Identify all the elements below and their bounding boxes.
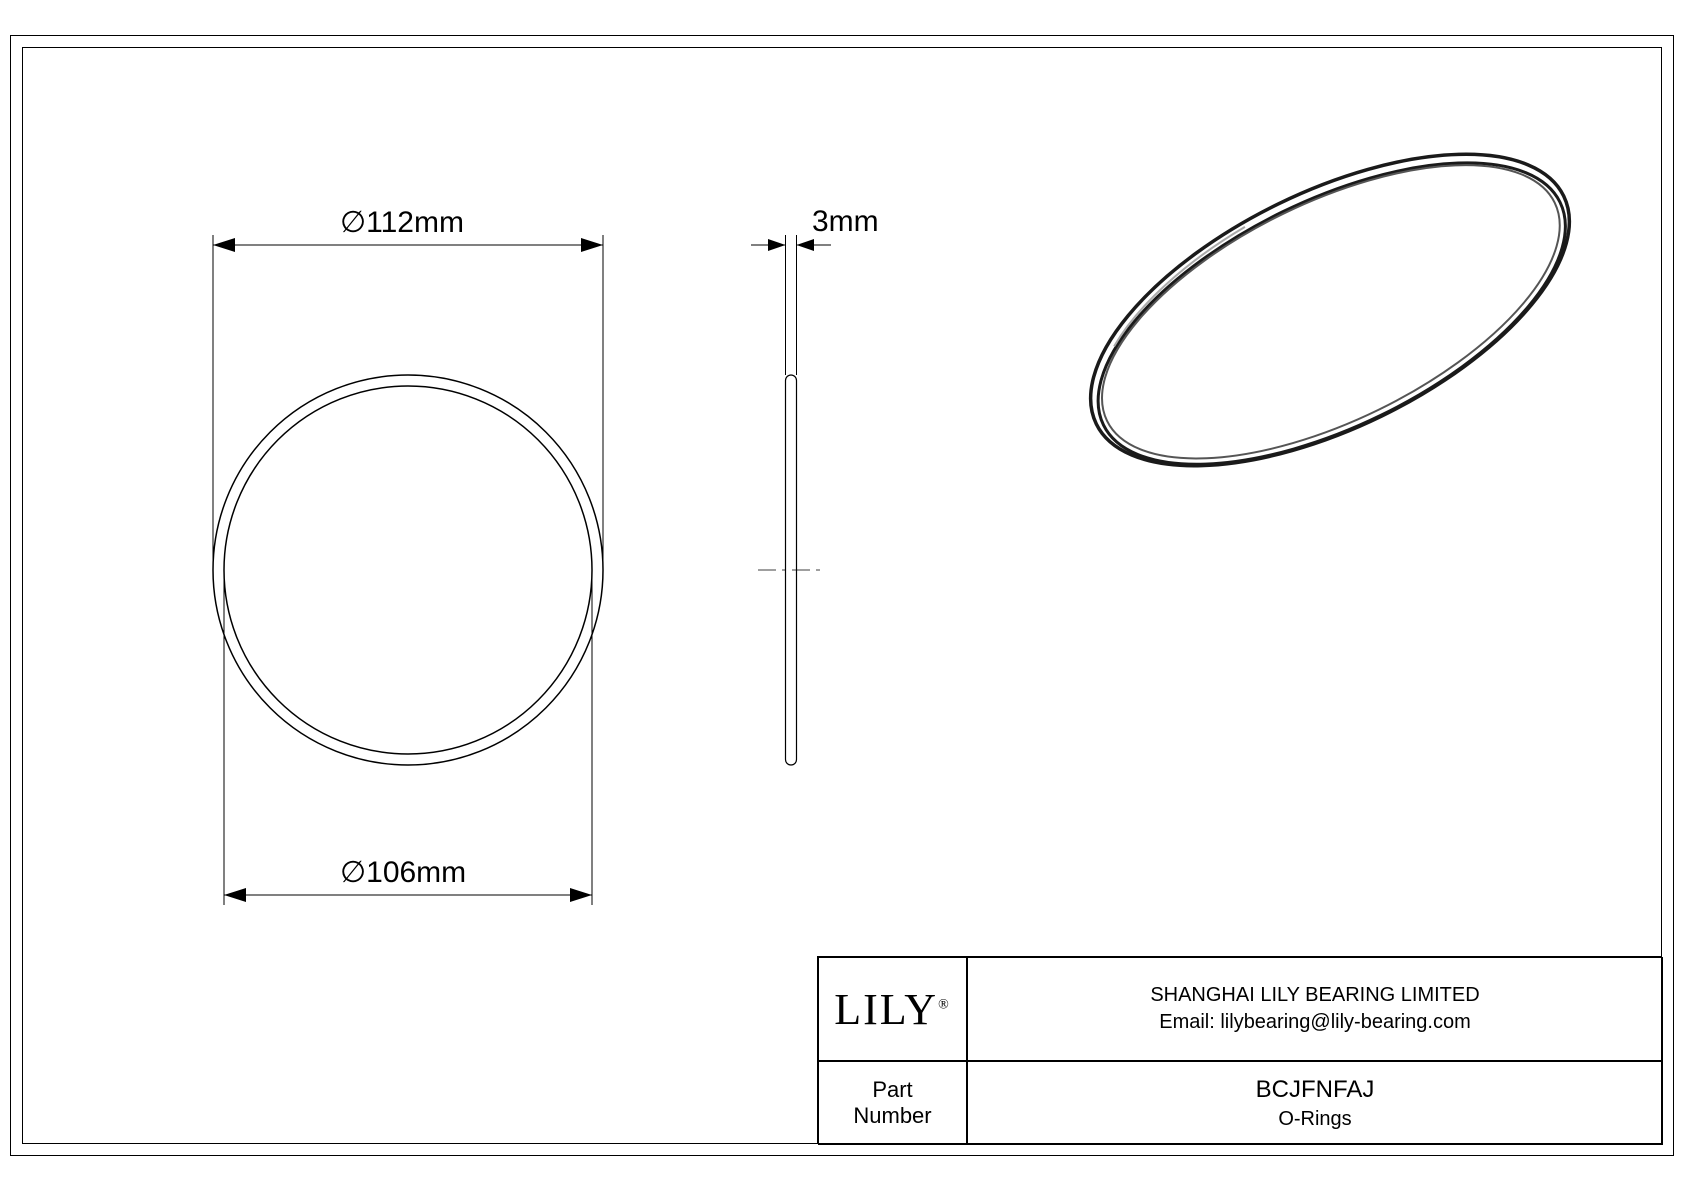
side-view (751, 235, 831, 765)
title-partlabel-cell: Part Number (818, 1061, 967, 1145)
dim-inner-label: ∅106mm (340, 855, 466, 890)
part-type: O-Rings (1278, 1108, 1351, 1131)
company-name: SHANGHAI LILY BEARING LIMITED (1150, 984, 1479, 1007)
dim-outer-diameter (213, 235, 603, 570)
dim-thickness-label: 3mm (812, 205, 879, 239)
title-block: LILY® SHANGHAI LILY BEARING LIMITED Emai… (817, 956, 1662, 1144)
dim-outer-label: ∅112mm (340, 205, 464, 240)
iso-view (1045, 90, 1616, 530)
title-partvalue-cell: BCJFNFAJ O-Rings (967, 1061, 1663, 1145)
logo-registered: ® (938, 997, 951, 1012)
company-email: Email: lilybearing@lily-bearing.com (1159, 1011, 1471, 1034)
dim-thickness (751, 235, 831, 375)
title-logo-cell: LILY® (818, 957, 967, 1061)
logo-text: LILY® (834, 984, 950, 1035)
logo-word: LILY (834, 985, 938, 1034)
front-view (213, 235, 603, 905)
part-number-value: BCJFNFAJ (1256, 1076, 1375, 1104)
part-number-label: Part Number (853, 1077, 931, 1130)
title-company-cell: SHANGHAI LILY BEARING LIMITED Email: lil… (967, 957, 1663, 1061)
